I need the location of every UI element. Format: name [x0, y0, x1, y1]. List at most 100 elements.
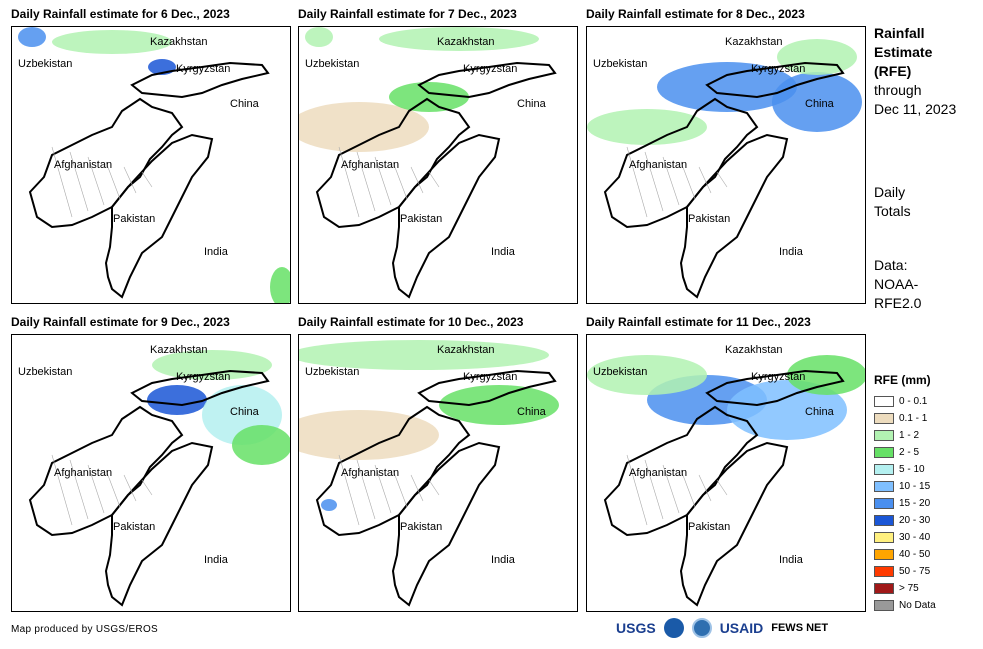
fews-net-logo: FEWS NET	[771, 622, 829, 634]
province-border	[428, 479, 440, 496]
rainfall-area	[147, 385, 207, 415]
province-border	[105, 469, 121, 508]
country-label-india: India	[779, 246, 804, 258]
map-panel-7-dec: Daily Rainfall estimate for 7 Dec., 2023…	[298, 7, 578, 304]
legend-label: 40 - 50	[899, 549, 931, 560]
country-label-china: China	[517, 406, 547, 418]
province-border	[356, 151, 376, 212]
country-label-uzbekistan: Uzbekistan	[305, 58, 359, 70]
legend-label: 20 - 30	[899, 515, 931, 526]
province-border	[410, 166, 424, 194]
panel-title: Daily Rainfall estimate for 11 Dec., 202…	[586, 315, 811, 329]
country-label-uzbekistan: Uzbekistan	[18, 58, 72, 70]
rainfall-area	[270, 267, 290, 303]
legend-item: 15 - 20	[874, 495, 936, 512]
country-border	[315, 405, 471, 537]
legend-item: 40 - 50	[874, 546, 936, 563]
map-panel-11-dec: Daily Rainfall estimate for 11 Dec., 202…	[586, 315, 866, 612]
province-border	[428, 171, 440, 188]
map-panel-6-dec: Daily Rainfall estimate for 6 Dec., 2023…	[11, 7, 291, 304]
country-border	[679, 133, 789, 299]
country-label-pakistan: Pakistan	[688, 213, 730, 225]
province-border	[374, 464, 392, 514]
country-label-afghanistan: Afghanistan	[629, 159, 687, 171]
rainfall-map: Kazakhstan Uzbekistan Kyrgyzstan China Afgha…	[299, 27, 557, 299]
map-credit: Map produced by USGS/EROS	[11, 624, 159, 635]
legend-item: 50 - 75	[874, 563, 936, 580]
legend-swatch	[874, 498, 894, 509]
country-border	[104, 133, 214, 299]
usaid-logo: USAID	[719, 620, 764, 636]
province-border	[392, 161, 408, 200]
country-label-kyrgyzstan: Kyrgyzstan	[463, 63, 517, 75]
rainfall-map: Kazakhstan Uzbekistan Kyrgyzstan China Afgha…	[587, 344, 865, 607]
legend-swatch	[874, 413, 894, 424]
map-frame: Kazakhstan Uzbekistan Kyrgyzstan China Afgha…	[298, 26, 578, 304]
province-border	[644, 151, 664, 212]
heading-line: Rainfall	[874, 25, 925, 41]
map-frame: Kazakhstan Uzbekistan Kyrgyzstan China Afgha…	[11, 26, 291, 304]
country-border	[417, 369, 557, 407]
map-frame: Kazakhstan Uzbekistan Kyrgyzstan China Afgha…	[11, 334, 291, 612]
legend-swatch	[874, 464, 894, 475]
logos: USGS USAID FEWS NET	[616, 618, 828, 638]
noaa-logo-icon	[663, 618, 684, 638]
country-label-china: China	[805, 406, 835, 418]
legend-label: 15 - 20	[899, 498, 931, 509]
rainfall-map: Kazakhstan Uzbekistan Kyrgyzstan China Afgha…	[18, 27, 290, 303]
panel-title: Daily Rainfall estimate for 9 Dec., 2023	[11, 315, 230, 329]
country-label-kyrgyzstan: Kyrgyzstan	[751, 371, 805, 383]
province-border	[69, 151, 89, 212]
legend-swatch	[874, 549, 894, 560]
country-label-pakistan: Pakistan	[113, 521, 155, 533]
province-border	[123, 474, 137, 502]
country-border	[28, 97, 184, 229]
country-label-kyrgyzstan: Kyrgyzstan	[463, 371, 517, 383]
legend-item: 1 - 2	[874, 427, 936, 444]
country-label-india: India	[204, 246, 229, 258]
legend-swatch	[874, 430, 894, 441]
province-border	[356, 459, 376, 520]
map-frame: Kazakhstan Uzbekistan Kyrgyzstan China Afgha…	[586, 26, 866, 304]
rainfall-area	[299, 102, 429, 152]
country-label-kyrgyzstan: Kyrgyzstan	[176, 371, 230, 383]
country-label-afghanistan: Afghanistan	[54, 467, 112, 479]
province-border	[87, 156, 105, 206]
province-border	[410, 474, 424, 502]
legend-swatch	[874, 583, 894, 594]
country-border	[104, 441, 214, 607]
map-frame: Kazakhstan Uzbekistan Kyrgyzstan China Afgha…	[586, 334, 866, 612]
country-label-kazakhstan: Kazakhstan	[725, 344, 782, 356]
data-source: Data: NOAA- RFE2.0	[874, 256, 921, 313]
province-border	[392, 469, 408, 508]
country-label-pakistan: Pakistan	[400, 213, 442, 225]
country-label-india: India	[779, 554, 804, 566]
rainfall-area	[657, 62, 797, 112]
rainfall-area	[587, 355, 707, 395]
rainfall-area	[321, 499, 337, 511]
panel-title: Daily Rainfall estimate for 6 Dec., 2023	[11, 7, 230, 21]
map-panel-8-dec: Daily Rainfall estimate for 8 Dec., 2023…	[586, 7, 866, 304]
seal-logo-icon	[691, 618, 712, 638]
country-label-kazakhstan: Kazakhstan	[437, 344, 494, 356]
legend-swatch	[874, 515, 894, 526]
country-label-india: India	[204, 554, 229, 566]
province-border	[141, 479, 153, 496]
panel-title: Daily Rainfall estimate for 10 Dec., 202…	[298, 315, 524, 329]
legend-item: 0 - 0.1	[874, 393, 936, 410]
legend-swatch	[874, 600, 894, 611]
country-label-pakistan: Pakistan	[688, 521, 730, 533]
map-panel-10-dec: Daily Rainfall estimate for 10 Dec., 202…	[298, 315, 578, 612]
legend-label: 30 - 40	[899, 532, 931, 543]
legend-item: 5 - 10	[874, 461, 936, 478]
rainfall-area	[787, 355, 865, 395]
country-label-kyrgyzstan: Kyrgyzstan	[751, 63, 805, 75]
country-label-kazakhstan: Kazakhstan	[725, 36, 782, 48]
rainfall-area	[232, 425, 290, 465]
legend-label: 50 - 75	[899, 566, 931, 577]
through-date: Dec 11, 2023	[874, 101, 957, 117]
legend-label: 2 - 5	[899, 447, 920, 458]
province-border	[680, 161, 696, 200]
legend-label: 1 - 2	[899, 430, 920, 441]
rainfall-area	[439, 385, 559, 425]
